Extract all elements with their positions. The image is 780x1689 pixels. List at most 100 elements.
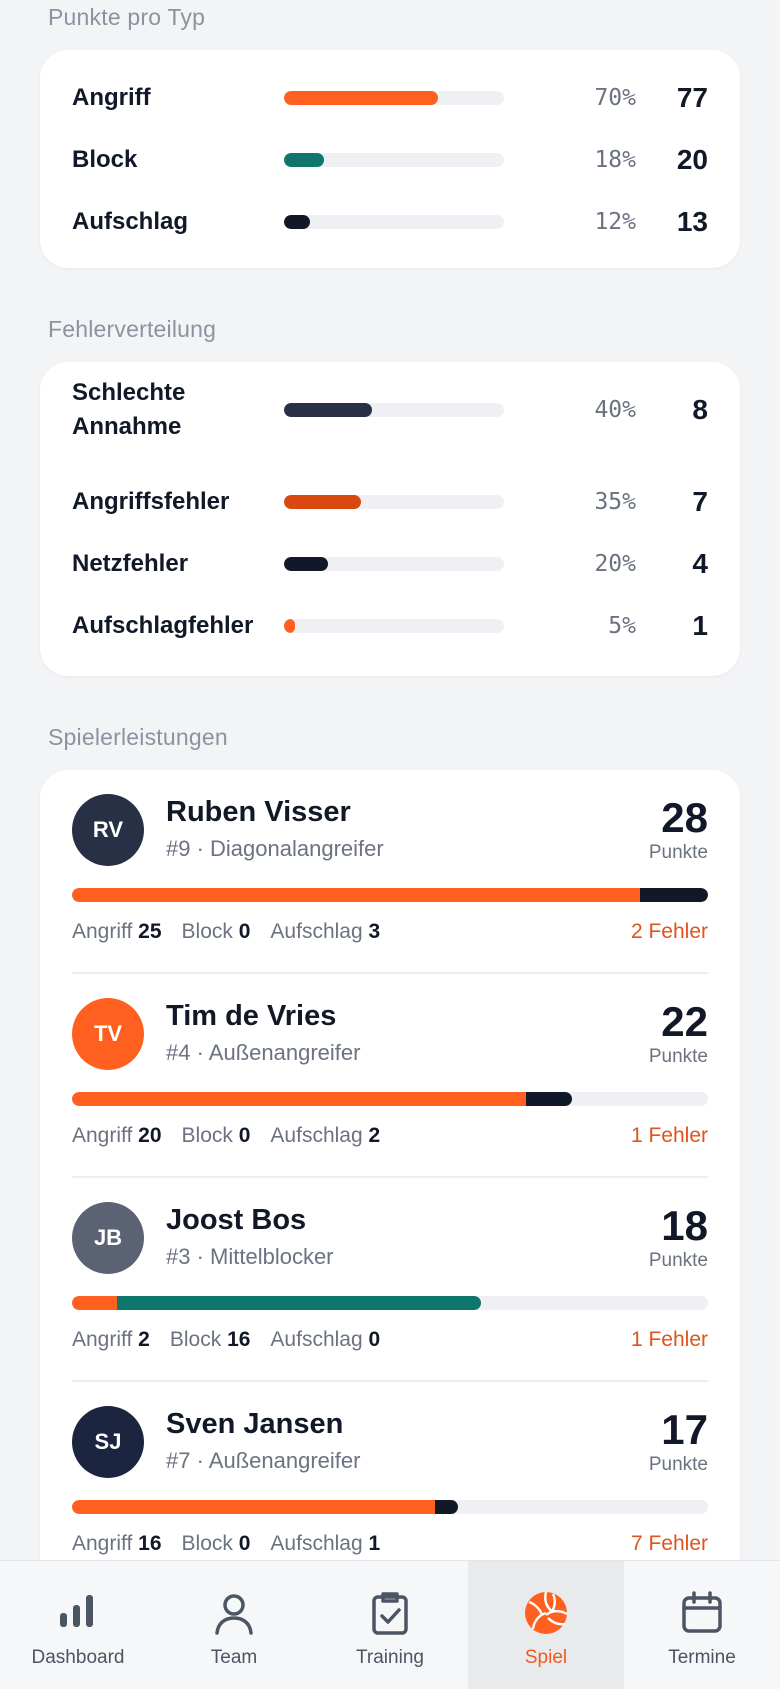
- player-stats: Angriff 20 Block 0 Aufschlag 2: [72, 1124, 400, 1148]
- stat-block: Block 16: [170, 1328, 251, 1352]
- stat-label: Aufschlag: [72, 208, 189, 235]
- player-points-label: Punkte: [648, 1454, 708, 1475]
- player-stats: Angriff 25 Block 0 Aufschlag 3: [72, 920, 400, 944]
- player-points-label: Punkte: [648, 1046, 708, 1067]
- errors-section-title: Fehlerverteilung: [48, 316, 217, 342]
- person-icon: [210, 1589, 258, 1637]
- stat-block-label: Block: [181, 1532, 233, 1555]
- stat-block-value: 0: [238, 1124, 251, 1147]
- player-card-item[interactable]: SJ Sven Jansen #7 · Außenangreifer 17 Punkte…: [40, 1382, 740, 1560]
- stat-bar-fill: [284, 91, 438, 105]
- stat-percent: 20%: [594, 551, 636, 577]
- stat-block-value: 16: [227, 1328, 251, 1351]
- attack-segment: [72, 1296, 118, 1310]
- stat-attack-label: Angriff: [72, 1532, 133, 1555]
- errors-card: Schlechte Annahme 40% 8 Angriffsfehler 35% 7 N…: [40, 362, 740, 676]
- volleyball-icon: [522, 1589, 570, 1637]
- player-points-label: Punkte: [648, 1250, 708, 1271]
- stat-attack: Angriff 16: [72, 1532, 162, 1556]
- stat-attack-label: Angriff: [72, 1328, 133, 1351]
- stat-bar-track: [284, 403, 504, 417]
- stat-label: Aufschlagfehler: [72, 612, 254, 639]
- stat-bar-track: [284, 557, 504, 571]
- stat-bar-track: [284, 619, 504, 633]
- nav-spiel-label: Spiel: [524, 1647, 568, 1668]
- players-card: RV Ruben Visser #9 · Diagonalangreifer 28 Pu…: [40, 770, 740, 1560]
- clipboard-check-icon: [366, 1589, 414, 1637]
- points-card: Angriff 70% 77 Block 18% 20 Aufschlag 12% 13: [40, 50, 740, 268]
- stat-block-label: Block: [181, 920, 233, 943]
- stat-attack-label: Angriff: [72, 1124, 133, 1147]
- player-points-bar: [72, 1500, 708, 1514]
- stat-serve-value: 1: [368, 1532, 381, 1555]
- player-errors: 7 Fehler: [630, 1532, 708, 1555]
- stat-block-label: Block: [181, 1124, 233, 1147]
- nav-team[interactable]: Team: [156, 1561, 312, 1689]
- divider: [72, 1380, 708, 1382]
- stat-attack-value: 20: [138, 1124, 162, 1147]
- stat-percent: 5%: [608, 613, 636, 639]
- attack-segment: [72, 888, 640, 902]
- stat-attack: Angriff 25: [72, 920, 162, 944]
- attack-segment: [72, 1500, 436, 1514]
- divider: [72, 1176, 708, 1178]
- stat-serve: Aufschlag 1: [270, 1532, 380, 1556]
- nav-training-label: Training: [356, 1647, 424, 1668]
- stat-bar-fill: [284, 215, 311, 229]
- stat-label: Netzfehler: [72, 550, 189, 577]
- stat-percent: 70%: [594, 85, 636, 111]
- player-points: 17: [661, 1406, 708, 1453]
- player-name: Ruben Visser: [166, 796, 351, 828]
- player-card-item[interactable]: JB Joost Bos #3 · Mittelblocker 18 Punkte Ang…: [40, 1178, 740, 1382]
- avatar: RV: [72, 794, 144, 866]
- stat-row: Aufschlag 12% 13: [40, 192, 740, 252]
- nav-termine[interactable]: Termine: [624, 1561, 780, 1689]
- stat-count: 4: [692, 548, 708, 579]
- stat-attack-value: 25: [138, 920, 162, 943]
- stat-count: 1: [692, 610, 708, 641]
- stat-serve: Aufschlag 2: [270, 1124, 380, 1148]
- player-meta: #3 · Mittelblocker: [166, 1244, 334, 1269]
- stat-block-value: 0: [238, 920, 251, 943]
- player-errors: 1 Fehler: [630, 1328, 708, 1351]
- nav-dashboard[interactable]: Dashboard: [0, 1561, 156, 1689]
- serve-segment: [526, 1092, 572, 1106]
- stat-block: Block 0: [182, 1532, 251, 1556]
- stat-percent: 18%: [594, 147, 636, 173]
- stat-percent: 35%: [594, 489, 636, 515]
- stat-bar-track: [284, 91, 504, 105]
- stat-serve: Aufschlag 3: [270, 920, 380, 944]
- player-points-bar: [72, 1092, 708, 1106]
- stat-bar-fill: [284, 495, 361, 509]
- player-card-item[interactable]: RV Ruben Visser #9 · Diagonalangreifer 28 Pu…: [40, 770, 740, 974]
- players-section-title: Spielerleistungen: [48, 724, 228, 750]
- stat-count: 7: [692, 486, 708, 517]
- player-points: 22: [661, 998, 708, 1045]
- player-card-item[interactable]: TV Tim de Vries #4 · Außenangreifer 22 Punkt…: [40, 974, 740, 1178]
- scroll-content[interactable]: Punkte pro Typ Angriff 70% 77 Block 18% 20 Auf…: [0, 0, 780, 1560]
- nav-dashboard-label: Dashboard: [31, 1647, 125, 1668]
- player-points-bar: [72, 888, 708, 902]
- player-stats: Angriff 16 Block 0 Aufschlag 1: [72, 1532, 400, 1556]
- stat-serve-label: Aufschlag: [270, 1124, 363, 1147]
- nav-training[interactable]: Training: [312, 1561, 468, 1689]
- stat-attack-label: Angriff: [72, 920, 133, 943]
- stat-block-value: 0: [238, 1532, 251, 1555]
- stat-attack: Angriff 2: [72, 1328, 150, 1352]
- player-meta: #9 · Diagonalangreifer: [166, 836, 384, 861]
- stat-serve: Aufschlag 0: [270, 1328, 380, 1352]
- stat-bar-track: [284, 495, 504, 509]
- stat-bar-fill: [284, 403, 372, 417]
- divider: [72, 972, 708, 974]
- stat-label: Block: [72, 146, 138, 173]
- player-stats: Angriff 2 Block 16 Aufschlag 0: [72, 1328, 400, 1352]
- stat-serve-label: Aufschlag: [270, 1532, 363, 1555]
- bar-chart-icon: [54, 1589, 102, 1637]
- stat-count: 8: [692, 394, 708, 425]
- stat-serve-value: 3: [368, 920, 381, 943]
- player-name: Tim de Vries: [166, 1000, 337, 1032]
- nav-spiel[interactable]: Spiel: [468, 1561, 624, 1689]
- stat-row: Aufschlagfehler 5% 1: [40, 596, 740, 656]
- stat-count: 77: [676, 82, 708, 113]
- stat-serve-label: Aufschlag: [270, 920, 363, 943]
